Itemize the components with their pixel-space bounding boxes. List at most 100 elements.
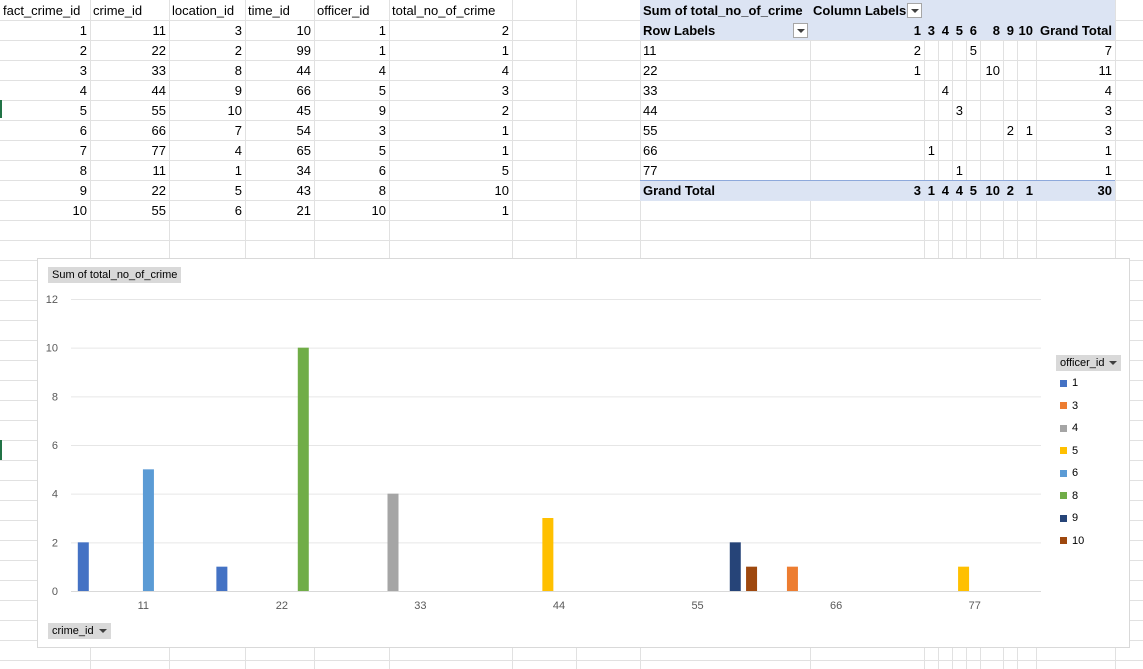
pivot-row-label[interactable]: 33 xyxy=(643,83,658,98)
table-header-cell[interactable]: crime_id xyxy=(93,3,143,18)
table-cell[interactable]: 9 xyxy=(234,83,242,98)
pivot-grand-total-cell[interactable]: 1 xyxy=(1025,183,1033,198)
bar-officer-1-crime-22[interactable] xyxy=(216,566,228,591)
table-cell[interactable]: 44 xyxy=(151,83,166,98)
table-cell[interactable]: 5 xyxy=(501,163,509,178)
table-cell[interactable]: 22 xyxy=(151,183,166,198)
pivot-grand-total-cell[interactable]: 4 xyxy=(941,183,949,198)
axis-field-button[interactable]: crime_id xyxy=(48,623,111,639)
legend-item[interactable]: 9 xyxy=(1060,511,1078,525)
pivot-grand-total-cell[interactable]: 2 xyxy=(1006,183,1014,198)
bar-officer-5-crime-44[interactable] xyxy=(542,518,554,591)
table-header-cell[interactable]: total_no_of_crime xyxy=(392,3,496,18)
table-cell[interactable]: 7 xyxy=(79,143,87,158)
pivot-grand-total-cell[interactable]: 4 xyxy=(955,183,963,198)
table-cell[interactable]: 2 xyxy=(501,103,509,118)
table-header-cell[interactable]: time_id xyxy=(248,3,290,18)
table-cell[interactable]: 11 xyxy=(152,23,167,38)
pivot-column-header[interactable]: 5 xyxy=(955,23,963,38)
table-cell[interactable]: 10 xyxy=(296,23,311,38)
table-cell[interactable]: 43 xyxy=(296,183,311,198)
table-cell[interactable]: 99 xyxy=(296,43,311,58)
table-cell[interactable]: 55 xyxy=(151,103,166,118)
table-cell[interactable]: 9 xyxy=(378,103,386,118)
table-cell[interactable]: 11 xyxy=(152,163,167,178)
legend-item[interactable]: 4 xyxy=(1060,421,1078,435)
table-cell[interactable]: 5 xyxy=(378,83,386,98)
pivot-cell[interactable]: 5 xyxy=(969,43,977,58)
pivot-column-header[interactable]: 4 xyxy=(941,23,949,38)
pivot-cell[interactable]: 3 xyxy=(955,103,963,118)
table-cell[interactable]: 6 xyxy=(378,163,386,178)
legend-item[interactable]: 1 xyxy=(1060,376,1078,390)
pivot-cell[interactable]: 1 xyxy=(913,63,921,78)
value-field-button[interactable]: Sum of total_no_of_crime xyxy=(48,267,182,283)
bar-officer-9-crime-55[interactable] xyxy=(729,542,741,591)
pivot-column-header[interactable]: 9 xyxy=(1006,23,1014,38)
bar-officer-1-crime-11[interactable] xyxy=(77,542,89,591)
table-cell[interactable]: 34 xyxy=(296,163,311,178)
pivot-row-total[interactable]: 7 xyxy=(1104,43,1112,58)
table-cell[interactable]: 6 xyxy=(234,203,242,218)
table-cell[interactable]: 3 xyxy=(378,123,386,138)
pivot-row-label[interactable]: 44 xyxy=(643,103,658,118)
table-cell[interactable]: 4 xyxy=(234,143,242,158)
table-cell[interactable]: 3 xyxy=(501,83,509,98)
pivot-column-header[interactable]: 3 xyxy=(927,23,935,38)
pivot-cell[interactable]: 2 xyxy=(1006,123,1014,138)
legend-item[interactable]: 3 xyxy=(1060,399,1078,413)
pivot-grand-total-cell[interactable]: 1 xyxy=(927,183,935,198)
table-cell[interactable]: 2 xyxy=(234,43,242,58)
table-cell[interactable]: 2 xyxy=(79,43,87,58)
table-cell[interactable]: 7 xyxy=(234,123,242,138)
table-cell[interactable]: 5 xyxy=(378,143,386,158)
pivot-row-label[interactable]: 55 xyxy=(643,123,658,138)
table-cell[interactable]: 1 xyxy=(234,163,242,178)
table-cell[interactable]: 22 xyxy=(151,43,166,58)
table-cell[interactable]: 77 xyxy=(151,143,166,158)
table-cell[interactable]: 1 xyxy=(501,43,509,58)
pivot-row-total[interactable]: 1 xyxy=(1104,163,1112,178)
table-cell[interactable]: 1 xyxy=(378,23,386,38)
pivot-row-label[interactable]: 77 xyxy=(643,163,658,178)
table-cell[interactable]: 55 xyxy=(151,203,166,218)
row-labels-filter-dropdown[interactable] xyxy=(793,23,808,38)
bar-officer-4-crime-33[interactable] xyxy=(387,493,399,591)
table-cell[interactable]: 6 xyxy=(79,123,87,138)
table-cell[interactable]: 3 xyxy=(234,23,242,38)
pivot-grand-total-cell[interactable]: 3 xyxy=(913,183,921,198)
table-cell[interactable]: 10 xyxy=(371,203,386,218)
table-cell[interactable]: 66 xyxy=(296,83,311,98)
table-cell[interactable]: 5 xyxy=(79,103,87,118)
table-header-cell[interactable]: officer_id xyxy=(317,3,370,18)
pivot-column-header[interactable]: 8 xyxy=(992,23,1000,38)
table-cell[interactable]: 9 xyxy=(79,183,87,198)
table-cell[interactable]: 1 xyxy=(501,203,509,218)
pivot-column-header[interactable]: 1 xyxy=(913,23,921,38)
pivot-value-label[interactable]: Sum of total_no_of_crime xyxy=(643,3,803,18)
table-cell[interactable]: 66 xyxy=(151,123,166,138)
pivot-row-total[interactable]: 11 xyxy=(1098,63,1113,78)
bar-officer-3-crime-66[interactable] xyxy=(786,566,798,591)
pivot-column-header[interactable]: 6 xyxy=(969,23,977,38)
table-cell[interactable]: 54 xyxy=(296,123,311,138)
pivot-row-total[interactable]: 4 xyxy=(1104,83,1112,98)
pivot-grand-total-cell[interactable]: 10 xyxy=(985,183,1000,198)
bar-officer-10-crime-55[interactable] xyxy=(746,566,758,591)
pivot-cell[interactable]: 1 xyxy=(955,163,963,178)
bar-officer-5-crime-77[interactable] xyxy=(958,566,970,591)
pivot-row-total[interactable]: 1 xyxy=(1104,143,1112,158)
bar-officer-8-crime-22[interactable] xyxy=(297,347,309,591)
pivot-row-labels[interactable]: Row Labels xyxy=(643,23,716,38)
table-cell[interactable]: 5 xyxy=(234,183,242,198)
table-cell[interactable]: 8 xyxy=(234,63,242,78)
table-cell[interactable]: 4 xyxy=(501,63,509,78)
pivot-column-header[interactable]: 10 xyxy=(1018,23,1033,38)
table-cell[interactable]: 1 xyxy=(79,23,87,38)
table-header-cell[interactable]: fact_crime_id xyxy=(3,3,81,18)
table-cell[interactable]: 33 xyxy=(151,63,166,78)
legend-item[interactable]: 10 xyxy=(1060,534,1084,548)
pivot-cell[interactable]: 2 xyxy=(913,43,921,58)
pivot-row-total[interactable]: 3 xyxy=(1104,123,1112,138)
pivot-cell[interactable]: 1 xyxy=(1025,123,1033,138)
